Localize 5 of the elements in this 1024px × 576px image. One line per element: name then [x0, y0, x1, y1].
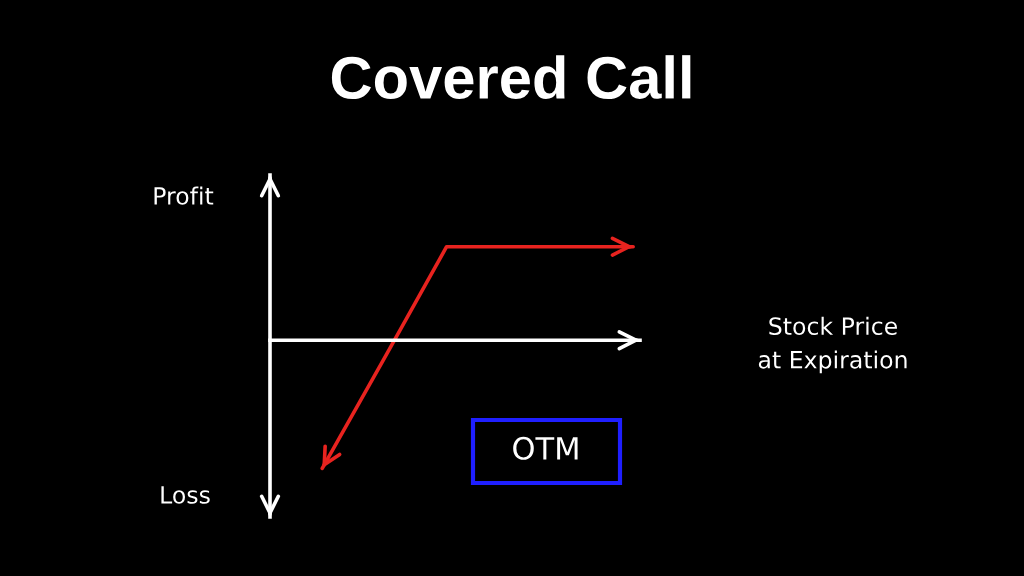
text: Profit	[154, 186, 214, 205]
chart-title: Covered Call	[331, 55, 691, 100]
annotation: OTM	[513, 436, 578, 460]
text: Loss	[161, 486, 210, 504]
text: Stock Price at Expiration	[758, 316, 907, 374]
